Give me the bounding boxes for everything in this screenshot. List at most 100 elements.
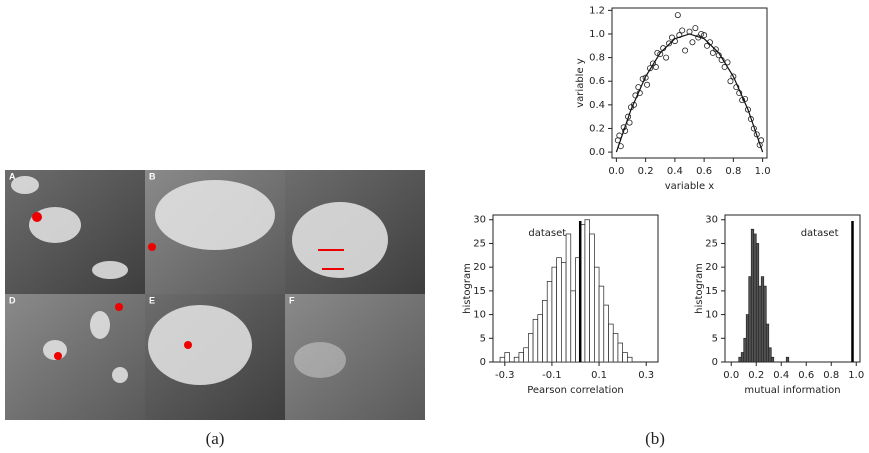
point [727,78,734,85]
x-tick-label: 0.8 [725,166,741,177]
image-tile [285,294,425,420]
bar [608,323,614,363]
y-axis-label: variable y [575,58,586,108]
bar [499,356,506,363]
y-tick-label: 0.4 [589,100,605,111]
bar [627,356,633,363]
point [647,65,654,72]
x-tick-label: 0.4 [667,166,683,177]
bar [589,233,595,363]
bar [743,337,747,363]
y-tick-label: 0.8 [589,53,605,64]
plot-frame [611,7,768,159]
bar [556,257,562,363]
fit-line [615,33,764,153]
plot-frame [724,214,861,363]
point [666,40,673,47]
reference-label: dataset [801,228,839,239]
y-axis-label: histogram [694,263,705,314]
y-tick-label: 10 [473,310,486,321]
y-tick-label: 30 [705,215,718,226]
point [642,74,649,81]
bar [570,290,576,363]
bar [785,356,790,363]
point [639,75,646,82]
y-tick-label: 0 [712,357,718,368]
x-tick-label: 1.0 [848,370,864,381]
x-tick-label: 0.6 [798,370,814,381]
point [744,106,751,113]
y-tick-label: 5 [712,333,718,344]
point [709,49,716,56]
point [712,46,719,53]
point [663,54,670,61]
image-tile [5,294,145,420]
bar [504,352,510,363]
bar [546,281,553,363]
panel-label: F [289,295,295,305]
bar [750,228,755,363]
panel-label: D [9,295,16,305]
y-tick-label: 10 [705,310,718,321]
bar [745,314,750,363]
y-tick-label: 5 [480,333,486,344]
caption: (a) [206,429,225,448]
bar [518,352,524,363]
x-tick-label: -0.1 [542,370,562,381]
point [668,34,675,41]
bar [617,342,623,363]
y-axis-label: histogram [462,263,473,314]
bar [551,266,557,363]
point [649,60,656,67]
markers [32,212,344,360]
bar [760,276,765,363]
debris [11,176,388,385]
x-tick-label: 0.6 [696,166,712,177]
panel-label: B [149,171,156,181]
point [704,42,711,49]
x-tick-label: 0.2 [748,370,764,381]
y-tick-label: 0.6 [589,76,605,87]
y-tick-label: 1.2 [589,5,605,16]
x-tick-label: -0.3 [495,370,515,381]
caption: (b) [645,429,665,448]
x-tick-label: 0.4 [773,370,789,381]
bar [598,285,605,363]
bar [612,333,619,363]
x-tick-label: 0.3 [638,370,654,381]
point [644,81,651,88]
reference-label: dataset [528,228,566,239]
bar [770,356,775,363]
bar [758,285,762,363]
x-tick-label: 0.1 [591,370,607,381]
point [679,27,686,34]
y-tick-label: 20 [705,262,718,273]
bar [528,333,534,363]
y-tick-label: 20 [473,262,486,273]
bar [765,323,770,363]
x-tick-label: 0.0 [608,166,624,177]
point [657,51,664,58]
bar [603,304,609,363]
x-tick-label: 0.8 [823,370,839,381]
panel-label: E [149,295,155,305]
x-tick-label: 0.0 [723,370,739,381]
bar [532,318,539,363]
bar [542,300,548,363]
bar [561,262,567,363]
bar [753,233,757,363]
bar [537,314,543,363]
bar [594,266,600,363]
point [652,64,659,71]
x-axis-label: mutual information [744,385,840,396]
y-tick-label: 0.0 [589,147,605,158]
point [682,47,689,54]
x-tick-label: 1.0 [755,166,771,177]
x-tick-label: 0.2 [638,166,654,177]
bar [513,356,520,363]
point [674,12,681,19]
point [701,32,708,39]
bar [755,243,760,363]
micrographs: A B D E F [5,170,425,420]
